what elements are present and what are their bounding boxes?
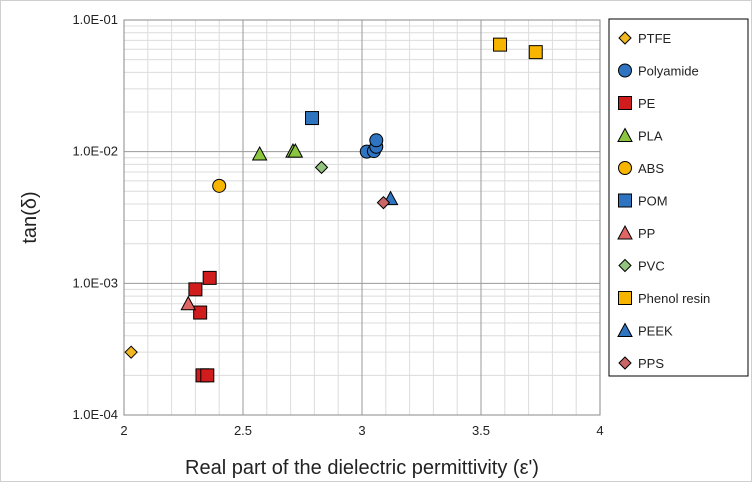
plot-area-frame <box>123 19 601 416</box>
legend-label-pla: PLA <box>638 129 663 144</box>
legend-marker-abs <box>618 161 632 175</box>
legend-label-polyamide: Polyamide <box>638 64 699 79</box>
data-point-pp <box>180 295 197 311</box>
y-axis-title: tan(δ) <box>19 191 41 243</box>
data-point-pla <box>287 143 304 158</box>
data-point-pe <box>202 270 217 285</box>
data-point-pla <box>251 145 268 161</box>
y-tick-label: 1.0E-04 <box>72 407 118 422</box>
legend-marker-polyamide <box>618 63 632 78</box>
x-tick-label: 2.5 <box>234 423 252 438</box>
legend-label-pp: PP <box>638 226 655 241</box>
data-point-pom <box>305 111 320 126</box>
legend-label-pe: PE <box>638 96 656 111</box>
legend-marker-pe <box>618 96 632 110</box>
data-point-phenol-resin <box>493 37 508 52</box>
x-tick-label: 3 <box>358 423 365 438</box>
y-tick-label: 1.0E-03 <box>72 275 118 290</box>
legend-marker-peek <box>617 322 633 337</box>
legend-marker-pp <box>617 224 633 240</box>
legend-marker-phenol-resin <box>618 291 632 305</box>
legend-marker-pla <box>617 127 633 142</box>
data-point-ptfe <box>124 345 138 359</box>
x-axis-title: Real part of the dielectric permittivity… <box>185 457 539 479</box>
data-point-pe <box>188 282 203 297</box>
y-tick-label: 1.0E-02 <box>72 144 118 159</box>
data-point-polyamide <box>369 133 384 148</box>
data-point-pvc <box>314 160 329 175</box>
legend-label-pvc: PVC <box>638 259 665 274</box>
legend-marker-pom <box>618 193 632 208</box>
legend-label-pps: PPS <box>638 356 664 371</box>
data-point-pe <box>193 305 208 320</box>
x-tick-label: 4 <box>596 423 603 438</box>
legend-label-pom: POM <box>638 194 668 209</box>
legend-label-abs: ABS <box>638 161 664 176</box>
data-point-phenol-resin <box>528 45 543 60</box>
legend-label-peek: PEEK <box>638 324 673 339</box>
legend-marker-pps <box>618 356 632 370</box>
legend-marker-pvc <box>618 258 632 273</box>
data-point-pe <box>200 368 215 383</box>
legend-box <box>608 18 749 377</box>
legend-label-phenol-resin: Phenol resin <box>638 291 710 306</box>
y-axis-ticks: 1.0E-04 1.0E-03 1.0E-02 1.0E-01 <box>72 12 118 422</box>
legend-label-ptfe: PTFE <box>638 31 672 46</box>
legend: PTFE Polyamide PE PLA ABS POM PP PVC Phenol resi… <box>608 18 749 377</box>
y-tick-label: 1.0E-01 <box>72 12 118 27</box>
x-axis-ticks: 2 2.5 3 3.5 4 <box>120 423 603 438</box>
data-point-pps <box>376 195 391 210</box>
legend-marker-ptfe <box>618 31 632 45</box>
data-point-abs <box>212 178 227 193</box>
x-tick-label: 2 <box>120 423 127 438</box>
data-points <box>124 37 543 383</box>
x-tick-label: 3.5 <box>472 423 490 438</box>
